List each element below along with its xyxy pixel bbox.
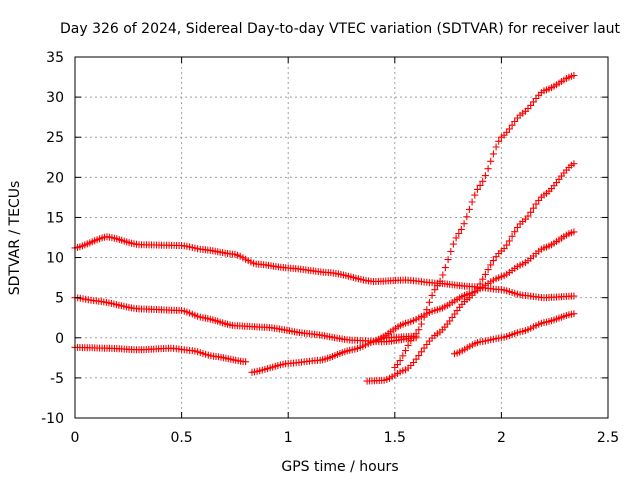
series-satellite-3 — [71, 343, 250, 366]
series-satellite-4 — [248, 332, 420, 376]
y-tick-label: -5 — [50, 371, 64, 387]
y-tick-label: 0 — [55, 331, 64, 347]
x-tick-label: 1.5 — [384, 430, 406, 446]
series-satellite-6 — [391, 72, 578, 371]
data-series — [71, 72, 578, 385]
y-axis-label: SDTVAR / TECUs — [7, 181, 23, 296]
chart-title: Day 326 of 2024, Sidereal Day-to-day VTE… — [60, 21, 621, 37]
y-tick-label: 35 — [46, 50, 64, 66]
x-tick-label: 0.5 — [170, 430, 192, 446]
y-tick-label: -10 — [41, 411, 64, 427]
series-markers — [391, 72, 578, 371]
x-tick-label: 2.5 — [597, 430, 619, 446]
x-tick-label: 2 — [497, 430, 506, 446]
y-tick-label: 15 — [46, 210, 64, 226]
y-tick-label: 30 — [46, 90, 64, 106]
x-tick-label: 0 — [71, 430, 80, 446]
series-markers — [71, 343, 250, 366]
series-markers — [451, 310, 578, 358]
axis-ticks: 0 0.5 1 1.5 2 2.5 -10 -5 0 5 10 15 20 25 30 35 — [41, 50, 619, 446]
series-satellite-8 — [451, 310, 578, 358]
x-axis-label: GPS time / hours — [281, 459, 398, 475]
grid — [75, 57, 608, 418]
series-markers — [370, 228, 578, 346]
series-satellite-5 — [363, 160, 578, 385]
x-tick-label: 1 — [284, 430, 293, 446]
plot-frame — [74, 56, 609, 419]
series-markers — [363, 160, 578, 385]
y-tick-label: 5 — [55, 291, 64, 307]
series-satellite-7 — [370, 228, 578, 346]
y-tick-label: 20 — [46, 170, 64, 186]
y-tick-label: 25 — [46, 130, 64, 146]
series-markers — [248, 332, 420, 376]
y-tick-label: 10 — [46, 251, 64, 267]
